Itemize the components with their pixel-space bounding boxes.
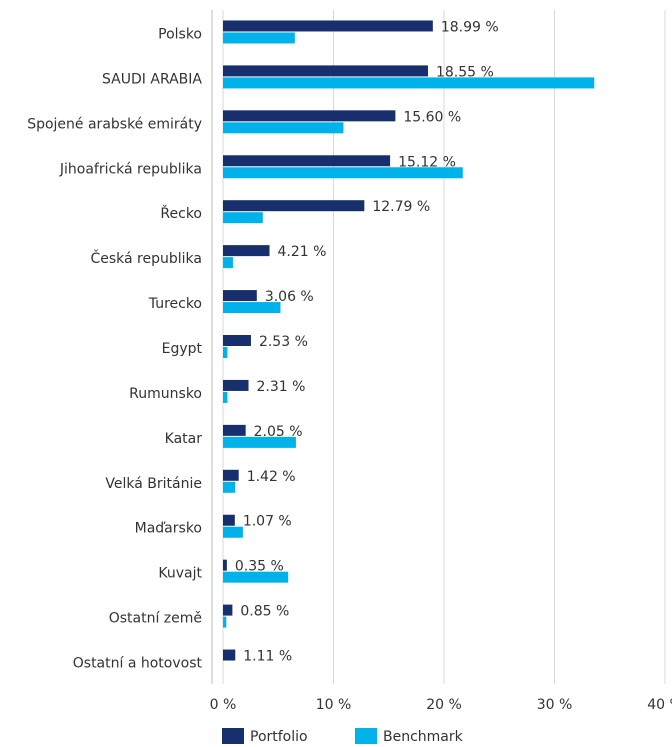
bar [223, 20, 433, 32]
bar [223, 302, 281, 314]
bar [223, 32, 295, 44]
y-tick-label: Kuvajt [158, 566, 202, 582]
value-label: 18.99 % [441, 19, 499, 35]
x-tick-label: 20 % [426, 697, 462, 713]
value-label: 18.55 % [436, 64, 494, 80]
bar [223, 65, 428, 77]
y-tick-label: Rumunsko [129, 386, 202, 402]
bar [223, 122, 344, 134]
bar [223, 571, 289, 583]
value-label: 12.79 % [372, 199, 430, 215]
bar [223, 391, 228, 403]
value-label: 4.21 % [278, 244, 327, 260]
bar [223, 379, 249, 391]
y-tick-label: Maďarsko [135, 521, 202, 537]
value-label: 1.07 % [243, 514, 292, 530]
bar [223, 155, 391, 167]
bar [223, 514, 235, 526]
value-label: 15.60 % [403, 109, 461, 125]
legend-label: Portfolio [250, 729, 308, 745]
y-tick-label: Katar [165, 431, 203, 447]
y-tick-label: Turecko [148, 296, 202, 312]
bar [223, 469, 239, 481]
bar [223, 335, 251, 346]
value-label: 1.42 % [247, 469, 296, 485]
bar [223, 200, 365, 212]
bar [223, 347, 228, 358]
x-tick-label: 30 % [537, 697, 573, 713]
bar [223, 290, 257, 302]
bar [223, 481, 236, 493]
bar [223, 257, 233, 269]
bar [223, 424, 246, 436]
y-tick-label: Česká republika [90, 249, 202, 267]
bar [223, 526, 243, 538]
value-label: 0.85 % [240, 604, 289, 620]
value-label: 0.35 % [235, 559, 284, 575]
bar [223, 616, 227, 628]
bar [223, 436, 296, 448]
x-tick-label: 0 % [210, 697, 237, 713]
value-label: 2.05 % [254, 424, 303, 440]
y-tick-label: Polsko [158, 26, 202, 42]
y-tick-label: Spojené arabské emiráty [27, 116, 202, 132]
bar [223, 649, 236, 661]
y-tick-label: Ostatní a hotovost [73, 656, 203, 672]
bar [223, 167, 463, 179]
value-label: 15.12 % [398, 154, 456, 170]
bar [223, 77, 595, 89]
y-tick-label: SAUDI ARABIA [102, 71, 202, 87]
y-tick-label: Velká Británie [105, 476, 202, 492]
legend-label: Benchmark [383, 729, 464, 745]
value-label: 2.31 % [257, 379, 306, 395]
y-tick-label: Řecko [160, 205, 202, 222]
legend-swatch [355, 728, 377, 744]
bar [223, 559, 227, 571]
bar [223, 245, 270, 257]
legend-swatch [222, 728, 244, 744]
y-tick-label: Egypt [162, 341, 203, 357]
x-tick-label: 10 % [316, 697, 352, 713]
y-tick-label: Ostatní země [109, 611, 202, 627]
x-tick-label: 40 % [647, 697, 672, 713]
value-label: 2.53 % [259, 334, 308, 350]
bar [223, 110, 396, 122]
bar [223, 212, 263, 224]
value-label: 1.11 % [243, 649, 292, 665]
bar [223, 604, 233, 616]
value-label: 3.06 % [265, 289, 314, 305]
y-tick-label: Jihoafrická republika [59, 161, 202, 177]
